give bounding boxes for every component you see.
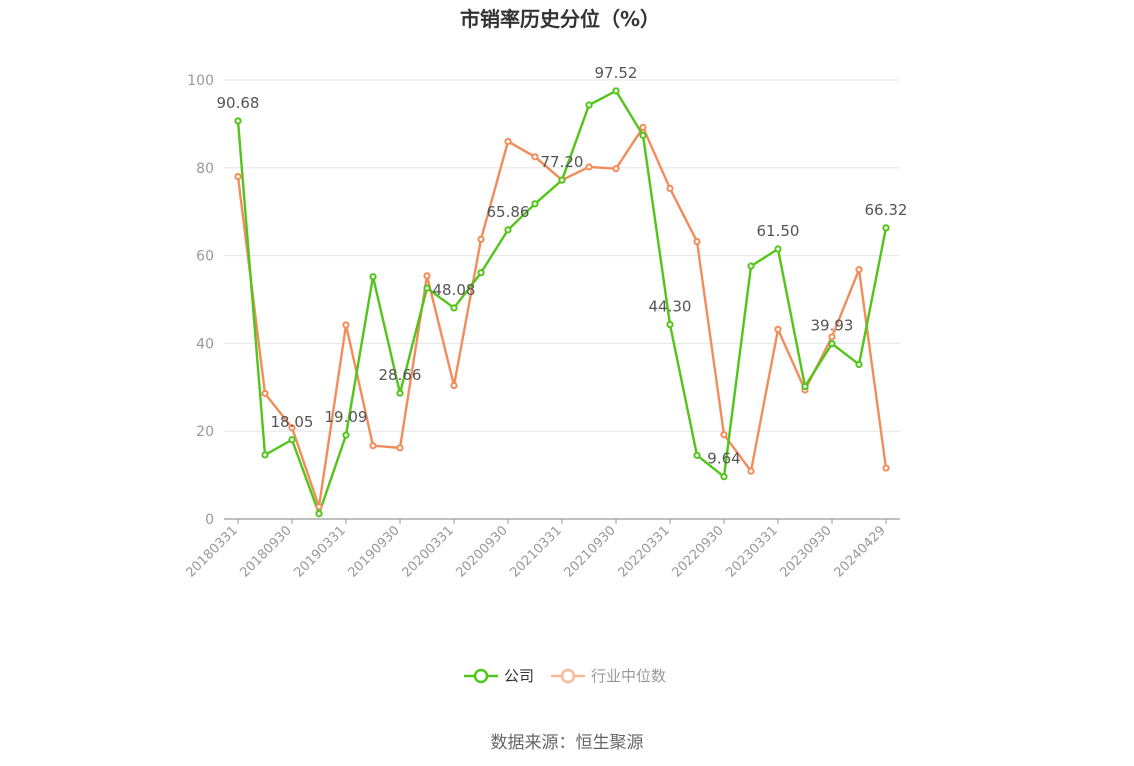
data-label: 66.32 bbox=[865, 201, 908, 219]
legend: 公司 行业中位数 bbox=[464, 667, 666, 685]
data-label: 77.20 bbox=[541, 153, 584, 171]
data-label: 18.05 bbox=[271, 413, 314, 431]
data-point bbox=[450, 381, 458, 390]
y-tick-label: 20 bbox=[196, 424, 214, 440]
data-point bbox=[531, 153, 539, 161]
grid bbox=[224, 79, 900, 432]
x-tick-label: 20220930 bbox=[669, 523, 726, 580]
legend-item-0: 公司 bbox=[464, 667, 534, 685]
series-line-1 bbox=[236, 126, 888, 508]
data-point bbox=[342, 431, 350, 439]
x-tick-label: 20200331 bbox=[399, 523, 456, 580]
data-point bbox=[531, 200, 539, 208]
data-label: 44.30 bbox=[649, 298, 692, 316]
data-point bbox=[288, 436, 296, 444]
data-label: 90.68 bbox=[217, 94, 260, 112]
data-point bbox=[693, 451, 701, 459]
source-note: 数据来源：恒生聚源 bbox=[491, 733, 644, 753]
x-tick-label: 20240429 bbox=[831, 523, 888, 580]
data-point bbox=[639, 131, 647, 139]
data-point bbox=[612, 165, 620, 173]
data-label: 9.64 bbox=[707, 450, 740, 468]
x-axis: 2018033120180930201903312019093020200331… bbox=[183, 518, 900, 581]
data-point bbox=[720, 473, 728, 481]
x-tick-label: 20180930 bbox=[237, 523, 294, 580]
data-point bbox=[720, 431, 728, 439]
data-label: 28.66 bbox=[379, 366, 422, 384]
data-point bbox=[882, 224, 890, 232]
data-point bbox=[801, 382, 809, 391]
x-tick-label: 20230331 bbox=[723, 523, 780, 580]
data-point bbox=[612, 87, 620, 95]
data-point bbox=[855, 360, 863, 369]
y-tick-label: 60 bbox=[196, 249, 214, 265]
data-point bbox=[693, 237, 701, 246]
data-point bbox=[396, 444, 404, 452]
data-point bbox=[666, 184, 674, 193]
x-tick-label: 20220331 bbox=[615, 523, 672, 580]
data-point bbox=[234, 117, 242, 125]
y-axis: 0 20 40 60 80 100 bbox=[187, 73, 214, 528]
x-tick-label: 20190331 bbox=[291, 523, 348, 580]
x-tick-label: 20210331 bbox=[507, 523, 564, 580]
legend-label: 公司 bbox=[504, 667, 534, 685]
data-label: 97.52 bbox=[595, 64, 638, 82]
data-labels: 90.68 18.05 19.09 28.66 48.08 65.86 77.20 97.52… bbox=[217, 64, 908, 468]
data-point bbox=[288, 424, 296, 432]
data-point bbox=[369, 273, 377, 281]
data-label: 48.08 bbox=[433, 281, 476, 299]
series-points bbox=[234, 87, 890, 518]
data-point bbox=[315, 503, 323, 511]
data-point bbox=[828, 340, 836, 348]
x-tick-label: 20180331 bbox=[183, 523, 240, 580]
data-point bbox=[504, 137, 512, 146]
data-point bbox=[234, 172, 242, 181]
data-point bbox=[666, 320, 674, 329]
data-label: 61.50 bbox=[757, 222, 800, 240]
data-point bbox=[585, 163, 593, 171]
chart-title: 市销率历史分位（%） bbox=[460, 7, 660, 31]
data-point bbox=[504, 226, 512, 234]
data-point bbox=[423, 272, 431, 280]
y-tick-label: 80 bbox=[196, 161, 214, 177]
data-point bbox=[396, 389, 404, 397]
data-point bbox=[261, 451, 269, 459]
data-point bbox=[477, 269, 485, 277]
data-point bbox=[855, 266, 863, 274]
legend-label: 行业中位数 bbox=[591, 667, 666, 685]
data-point bbox=[477, 235, 485, 243]
data-point bbox=[450, 304, 458, 312]
data-point bbox=[639, 123, 647, 132]
x-tick-label: 20210930 bbox=[561, 523, 618, 580]
data-point bbox=[774, 325, 782, 333]
x-tick-label: 20230930 bbox=[777, 523, 834, 580]
legend-marker bbox=[473, 668, 489, 684]
data-point bbox=[882, 464, 890, 472]
x-tick-label: 20190930 bbox=[345, 523, 402, 580]
data-point bbox=[585, 101, 593, 109]
x-tick-label: 20200930 bbox=[453, 523, 510, 580]
data-point bbox=[342, 321, 350, 329]
data-point bbox=[747, 467, 755, 475]
data-point bbox=[315, 510, 323, 518]
legend-marker bbox=[560, 668, 576, 684]
data-label: 19.09 bbox=[325, 408, 368, 426]
y-tick-label: 40 bbox=[196, 336, 214, 352]
data-label: 65.86 bbox=[487, 203, 530, 221]
data-label: 39.93 bbox=[811, 317, 854, 335]
data-point bbox=[369, 442, 377, 450]
data-point bbox=[423, 284, 431, 292]
data-point bbox=[774, 245, 782, 253]
data-point bbox=[747, 262, 755, 270]
y-tick-label: 100 bbox=[187, 73, 214, 89]
data-point bbox=[828, 333, 836, 341]
legend-item-1: 行业中位数 bbox=[551, 667, 666, 685]
y-tick-label: 0 bbox=[205, 512, 214, 528]
data-point bbox=[558, 176, 566, 184]
data-point bbox=[261, 389, 269, 398]
